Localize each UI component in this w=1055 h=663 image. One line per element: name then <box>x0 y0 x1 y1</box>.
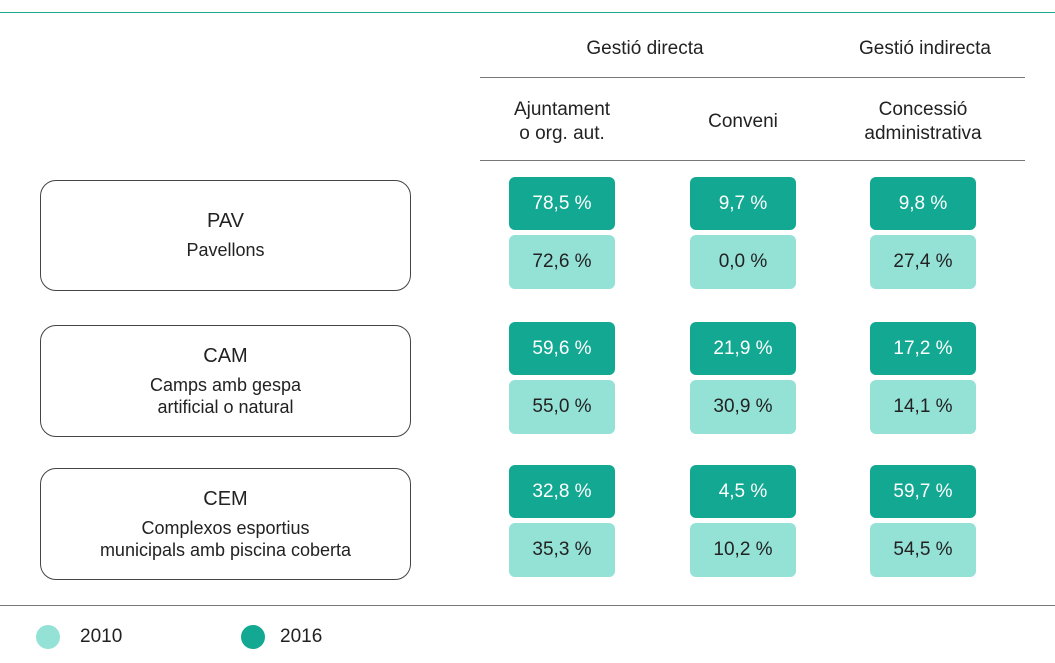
legend-swatch <box>241 625 265 649</box>
cell-2016: 59,6 % <box>509 322 615 375</box>
row-label-box: CAM Camps amb gespa artificial o natural <box>40 325 411 437</box>
column-header: Ajuntament o org. aut. <box>449 92 675 152</box>
cell-2010: 30,9 % <box>690 380 796 434</box>
row-name: Pavellons <box>186 240 265 260</box>
row-name: municipals amb piscina coberta <box>99 539 352 560</box>
cell-2016: 32,8 % <box>509 465 615 518</box>
cell-2010: 72,6 % <box>509 235 615 289</box>
cell-2010: 55,0 % <box>509 380 615 434</box>
column-header: Conveni <box>630 92 856 152</box>
row-code: CEM <box>203 487 248 510</box>
rule <box>0 605 1055 606</box>
cell-2010: 35,3 % <box>509 523 615 577</box>
cell-2016: 21,9 % <box>690 322 796 375</box>
cell-2016: 9,8 % <box>870 177 976 230</box>
row-code: CAM <box>203 344 248 367</box>
row-label-box: PAV Pavellons <box>40 180 411 291</box>
legend-swatch <box>36 625 60 649</box>
cell-2016: 9,7 % <box>690 177 796 230</box>
row-label-box: CEM Complexos esportius municipals amb pis… <box>40 468 411 580</box>
row-code: PAV <box>206 210 245 232</box>
column-header-line: Ajuntament <box>513 99 611 120</box>
cell-2016: 78,5 % <box>509 177 615 230</box>
column-header-line: o org. aut. <box>519 123 605 144</box>
row-name: artificial o natural <box>157 396 294 417</box>
legend-label: 2016 <box>280 626 323 647</box>
legend-label: 2010 <box>80 626 123 647</box>
cell-2010: 27,4 % <box>870 235 976 289</box>
rule <box>480 77 1025 78</box>
cell-2010: 10,2 % <box>690 523 796 577</box>
column-header-line: Concessió <box>878 99 968 120</box>
group-header: Gestió directa <box>586 38 704 59</box>
column-header-line: Conveni <box>708 111 778 132</box>
cell-2016: 17,2 % <box>870 322 976 375</box>
cell-2010: 14,1 % <box>870 380 976 434</box>
column-header-line: administrativa <box>864 123 982 144</box>
cell-2010: 54,5 % <box>870 523 976 577</box>
group-header: Gestió indirecta <box>858 38 991 59</box>
cell-2016: 4,5 % <box>690 465 796 518</box>
cell-2016: 59,7 % <box>870 465 976 518</box>
row-name: Complexos esportius <box>141 517 310 538</box>
column-header: Concessió administrativa <box>810 92 1036 152</box>
top-rule <box>0 12 1055 13</box>
cell-2010: 0,0 % <box>690 235 796 289</box>
rule <box>480 160 1025 161</box>
row-name: Camps amb gespa <box>149 374 302 395</box>
